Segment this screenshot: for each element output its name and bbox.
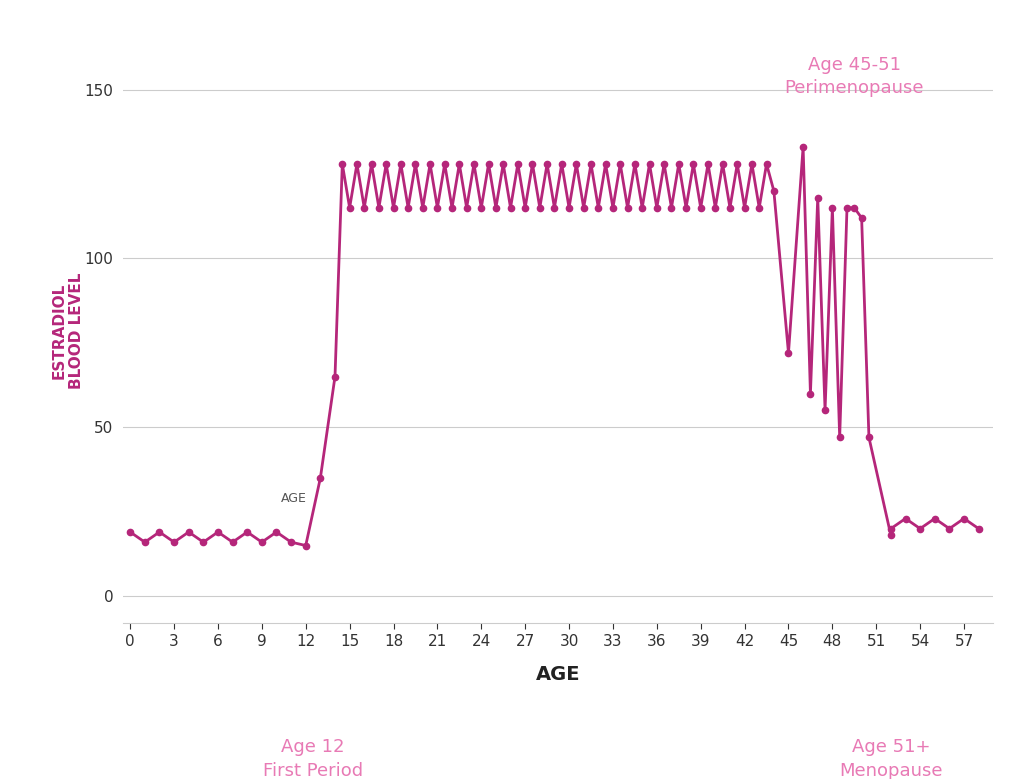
Text: AGE: AGE xyxy=(282,492,307,505)
Y-axis label: ESTRADIOL
BLOOD LEVEL: ESTRADIOL BLOOD LEVEL xyxy=(51,273,84,390)
Text: Age 12
First Period: Age 12 First Period xyxy=(263,738,364,779)
X-axis label: AGE: AGE xyxy=(536,665,581,684)
Text: Age 51+
Menopause: Age 51+ Menopause xyxy=(839,738,943,779)
Text: Age 45-51
Perimenopause: Age 45-51 Perimenopause xyxy=(784,56,924,97)
